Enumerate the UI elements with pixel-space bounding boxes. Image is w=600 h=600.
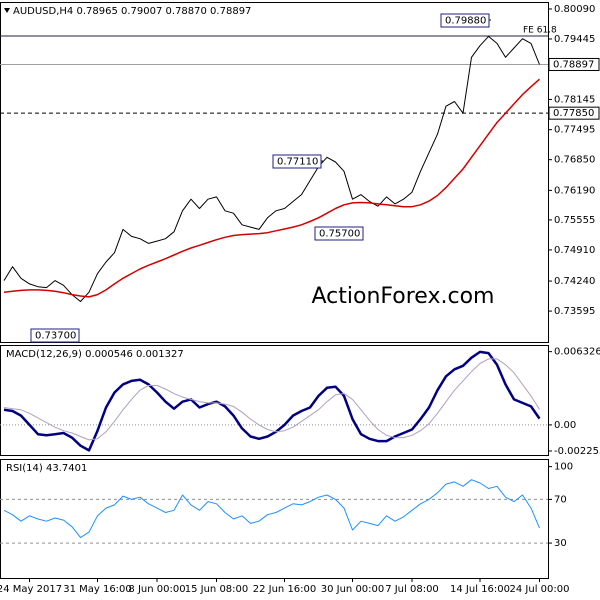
rsi-line: [3, 479, 540, 539]
panel-frame: [0, 459, 549, 579]
watermark: ActionForex.com: [312, 284, 495, 309]
y-tick-label: 0.75555: [554, 215, 595, 226]
annotation-label: 0.79880: [445, 16, 486, 27]
annotation-box: [272, 154, 322, 169]
y-tick-label: 30: [554, 538, 567, 549]
x-tick-label: 15 Jun 08:00: [185, 584, 249, 595]
y-tick-label: 0.79445: [554, 34, 595, 45]
chart-title: AUDUSD,H4 0.78965 0.79007 0.78870 0.7889…: [13, 6, 251, 17]
y-tick-label: 0.00: [554, 420, 576, 431]
y-tick-label: 0.77495: [554, 125, 595, 136]
annotation-label: 0.75700: [319, 229, 360, 240]
title-icon: [4, 8, 10, 13]
annotation-box: [30, 328, 80, 343]
y-tick-label: 0.80090: [554, 4, 595, 15]
signal-line: [3, 358, 540, 441]
y-tick-label: 0.76850: [554, 155, 595, 166]
x-tick-label: 24 Jul 00:00: [510, 584, 570, 595]
x-tick-label: 31 May 16:00: [63, 584, 132, 595]
y-tick-label: 0.74240: [554, 276, 595, 287]
annotation-label: 0.77110: [277, 157, 318, 168]
x-tick-label: 30 Jun 00:00: [321, 584, 385, 595]
panel-frame: [0, 2, 549, 343]
x-tick-label: 22 Jun 16:00: [253, 584, 317, 595]
price-level-box: [548, 106, 600, 120]
moving-average: [3, 78, 540, 298]
price-level-box: [548, 57, 600, 71]
macd-line: [3, 350, 541, 452]
y-tick-label: 0.74910: [554, 245, 595, 256]
fe-level-label: FE 61.8: [523, 25, 557, 35]
price-level-label: 0.77850: [553, 108, 594, 119]
y-tick-label: 70: [554, 494, 567, 505]
annotation-label: 0.73700: [35, 331, 76, 342]
indicator-title: RSI(14) 43.7401: [6, 463, 87, 474]
x-tick-label: 24 May 2017: [0, 584, 62, 595]
annotation-box: [314, 226, 364, 241]
x-tick-label: 7 Jul 08:00: [385, 584, 439, 595]
annotation-box: [440, 13, 490, 28]
y-tick-label: 100: [554, 462, 573, 473]
y-tick-label: 0.76190: [554, 185, 595, 196]
indicator-title: MACD(12,26,9) 0.000546 0.001327: [6, 349, 184, 360]
y-tick-label: 0.006326: [554, 347, 600, 358]
y-tick-label: -0.002253: [554, 446, 600, 457]
price-level-label: 0.78897: [553, 59, 594, 70]
y-tick-label: 0.73595: [554, 306, 595, 317]
y-tick-label: 0.78145: [554, 94, 595, 105]
price-line: [3, 35, 540, 302]
x-tick-label: 8 Jun 00:00: [128, 584, 185, 595]
panel-frame: [0, 345, 549, 456]
x-tick-label: 14 Jul 16:00: [450, 584, 510, 595]
